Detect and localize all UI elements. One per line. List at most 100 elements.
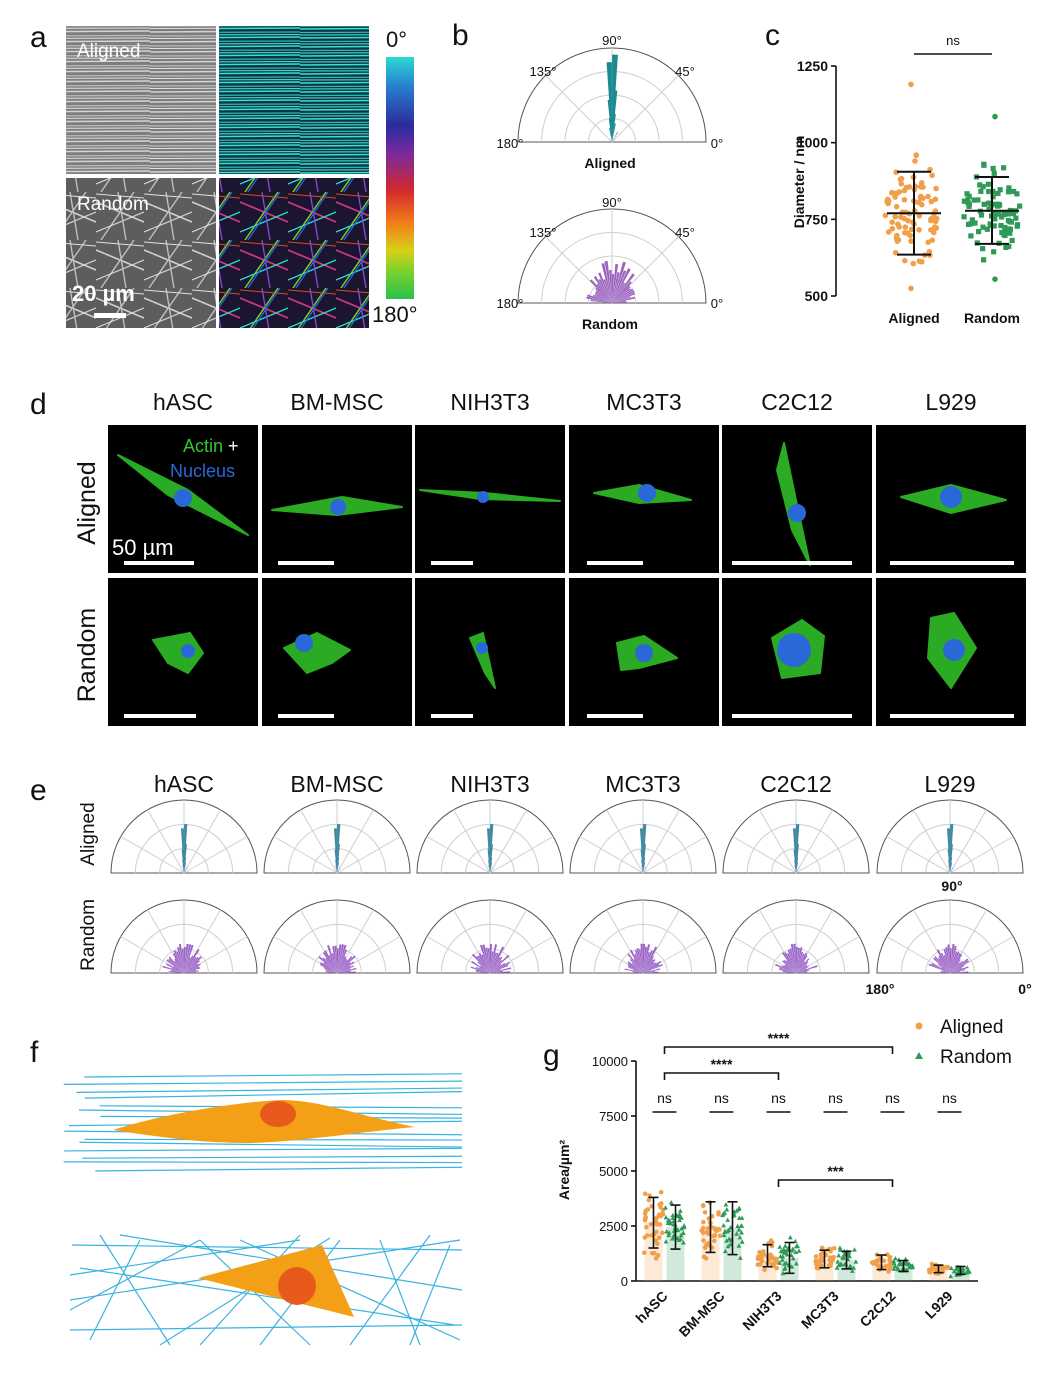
- e-random-petal: [627, 953, 643, 973]
- g-point-random: [734, 1208, 740, 1213]
- g-bracket: [777, 1179, 894, 1187]
- e-random-petal: [337, 965, 354, 973]
- d-nucleus: [635, 644, 653, 662]
- label-random: Random: [77, 194, 149, 215]
- e-random-petal: [322, 951, 337, 973]
- d-image-c2c12-random: [722, 578, 872, 726]
- e-aligned-petal: [794, 859, 796, 873]
- g-point-aligned: [827, 1257, 833, 1263]
- b1-petal: [612, 132, 618, 142]
- g-point-random: [737, 1234, 743, 1240]
- e-random-petal: [627, 963, 643, 973]
- e-random-petal: [938, 957, 950, 973]
- e-random-petal: [337, 968, 351, 973]
- g-point-random: [726, 1236, 732, 1241]
- b2-petal: [612, 270, 627, 303]
- g-point-random: [723, 1202, 729, 1207]
- c-point-random: [1017, 203, 1023, 209]
- c-point-random: [1001, 165, 1007, 171]
- b2-petal: [612, 300, 626, 303]
- b1-angle-90: 90°: [602, 33, 622, 48]
- g-point-random: [777, 1244, 783, 1249]
- rose-random: [517, 208, 707, 304]
- e-random-petal: [337, 958, 347, 973]
- panel-label-f: f: [30, 1036, 39, 1069]
- panel-a: a Aligned Random 20 µm 0° 180°: [30, 21, 418, 328]
- d-nucleus: [295, 634, 313, 652]
- e-random-petal: [489, 944, 493, 973]
- e-random-petal: [168, 956, 184, 973]
- b1-petal: [612, 123, 616, 142]
- c-point-random: [990, 165, 996, 172]
- colorbar: [386, 57, 414, 299]
- c-point-aligned: [902, 224, 909, 230]
- g-point-random: [967, 1269, 972, 1274]
- c-point-random: [980, 224, 986, 230]
- g-point-random: [954, 1265, 960, 1270]
- b2-petal: [612, 301, 627, 303]
- c-point-aligned: [901, 187, 908, 194]
- g-point-random: [891, 1258, 897, 1264]
- c-point-aligned: [904, 230, 911, 236]
- d-nucleus: [943, 639, 965, 661]
- c-point-aligned: [892, 213, 899, 220]
- d-image-nih3t3-aligned: [415, 425, 565, 573]
- e-aligned-petal: [337, 867, 341, 873]
- g-point-random: [668, 1200, 674, 1205]
- c-point-aligned: [884, 196, 891, 203]
- e-random-petal: [950, 945, 957, 973]
- g-point-random: [790, 1255, 796, 1261]
- c-point-aligned: [916, 213, 923, 219]
- c-point-random: [1006, 243, 1012, 249]
- e-rose-random-nih3t3: [416, 899, 564, 974]
- e-aligned-spoke: [489, 836, 554, 874]
- f-random-fiber: [379, 1239, 421, 1346]
- g-point-random: [838, 1262, 844, 1267]
- e-aligned-spoke: [949, 809, 987, 874]
- d-scalebar: [278, 714, 334, 718]
- e-random-petal: [490, 954, 510, 973]
- e-random-petal: [643, 950, 653, 973]
- g-point-aligned: [701, 1219, 706, 1225]
- g-point-aligned: [886, 1269, 891, 1274]
- e-random-petal: [947, 944, 950, 973]
- e-aligned-petal: [184, 857, 187, 873]
- e-random-petal: [337, 971, 356, 973]
- e-random-petal: [184, 955, 194, 973]
- c-point-random: [975, 197, 981, 203]
- g-point-aligned: [887, 1256, 893, 1262]
- c-point-random: [991, 170, 997, 176]
- e-random-petal: [943, 948, 950, 973]
- e-random-petal: [490, 959, 502, 973]
- e-random-petal: [941, 970, 950, 973]
- panel-c: c 500 750 1000 1250 Diameter / nm Aligned R…: [765, 19, 1023, 326]
- c-point-aligned: [920, 195, 926, 202]
- e-random-petal: [181, 948, 184, 973]
- c-point-random: [995, 190, 1001, 197]
- e-random-petal: [630, 949, 643, 973]
- c-point-extreme: [908, 81, 914, 88]
- g-point-random: [675, 1227, 681, 1233]
- e-random-petal: [337, 967, 357, 973]
- g-point-random: [784, 1252, 790, 1257]
- e-aligned-petal: [184, 862, 187, 873]
- colorbar-bottom-label: 180°: [372, 302, 418, 327]
- b2-petal: [604, 261, 612, 303]
- c-point-random: [978, 188, 984, 194]
- g-point-aligned: [716, 1210, 721, 1215]
- g-point-random: [721, 1232, 727, 1238]
- g-point-aligned: [701, 1238, 706, 1243]
- e-rose-aligned-mc3t3: [569, 799, 717, 874]
- g-point-random: [679, 1226, 684, 1231]
- g-point-random: [680, 1240, 686, 1245]
- c-point-aligned: [929, 172, 935, 179]
- e-random-petal: [184, 963, 199, 973]
- c-point-random: [1007, 230, 1013, 236]
- e-random-petal: [796, 953, 805, 973]
- g-bracket-label: ****: [711, 1056, 733, 1072]
- g-point-aligned: [700, 1203, 706, 1209]
- f-random-fiber: [89, 1239, 141, 1341]
- g-point-random: [664, 1229, 669, 1234]
- e-random-petal: [475, 969, 490, 973]
- e-aligned-spoke: [579, 836, 644, 874]
